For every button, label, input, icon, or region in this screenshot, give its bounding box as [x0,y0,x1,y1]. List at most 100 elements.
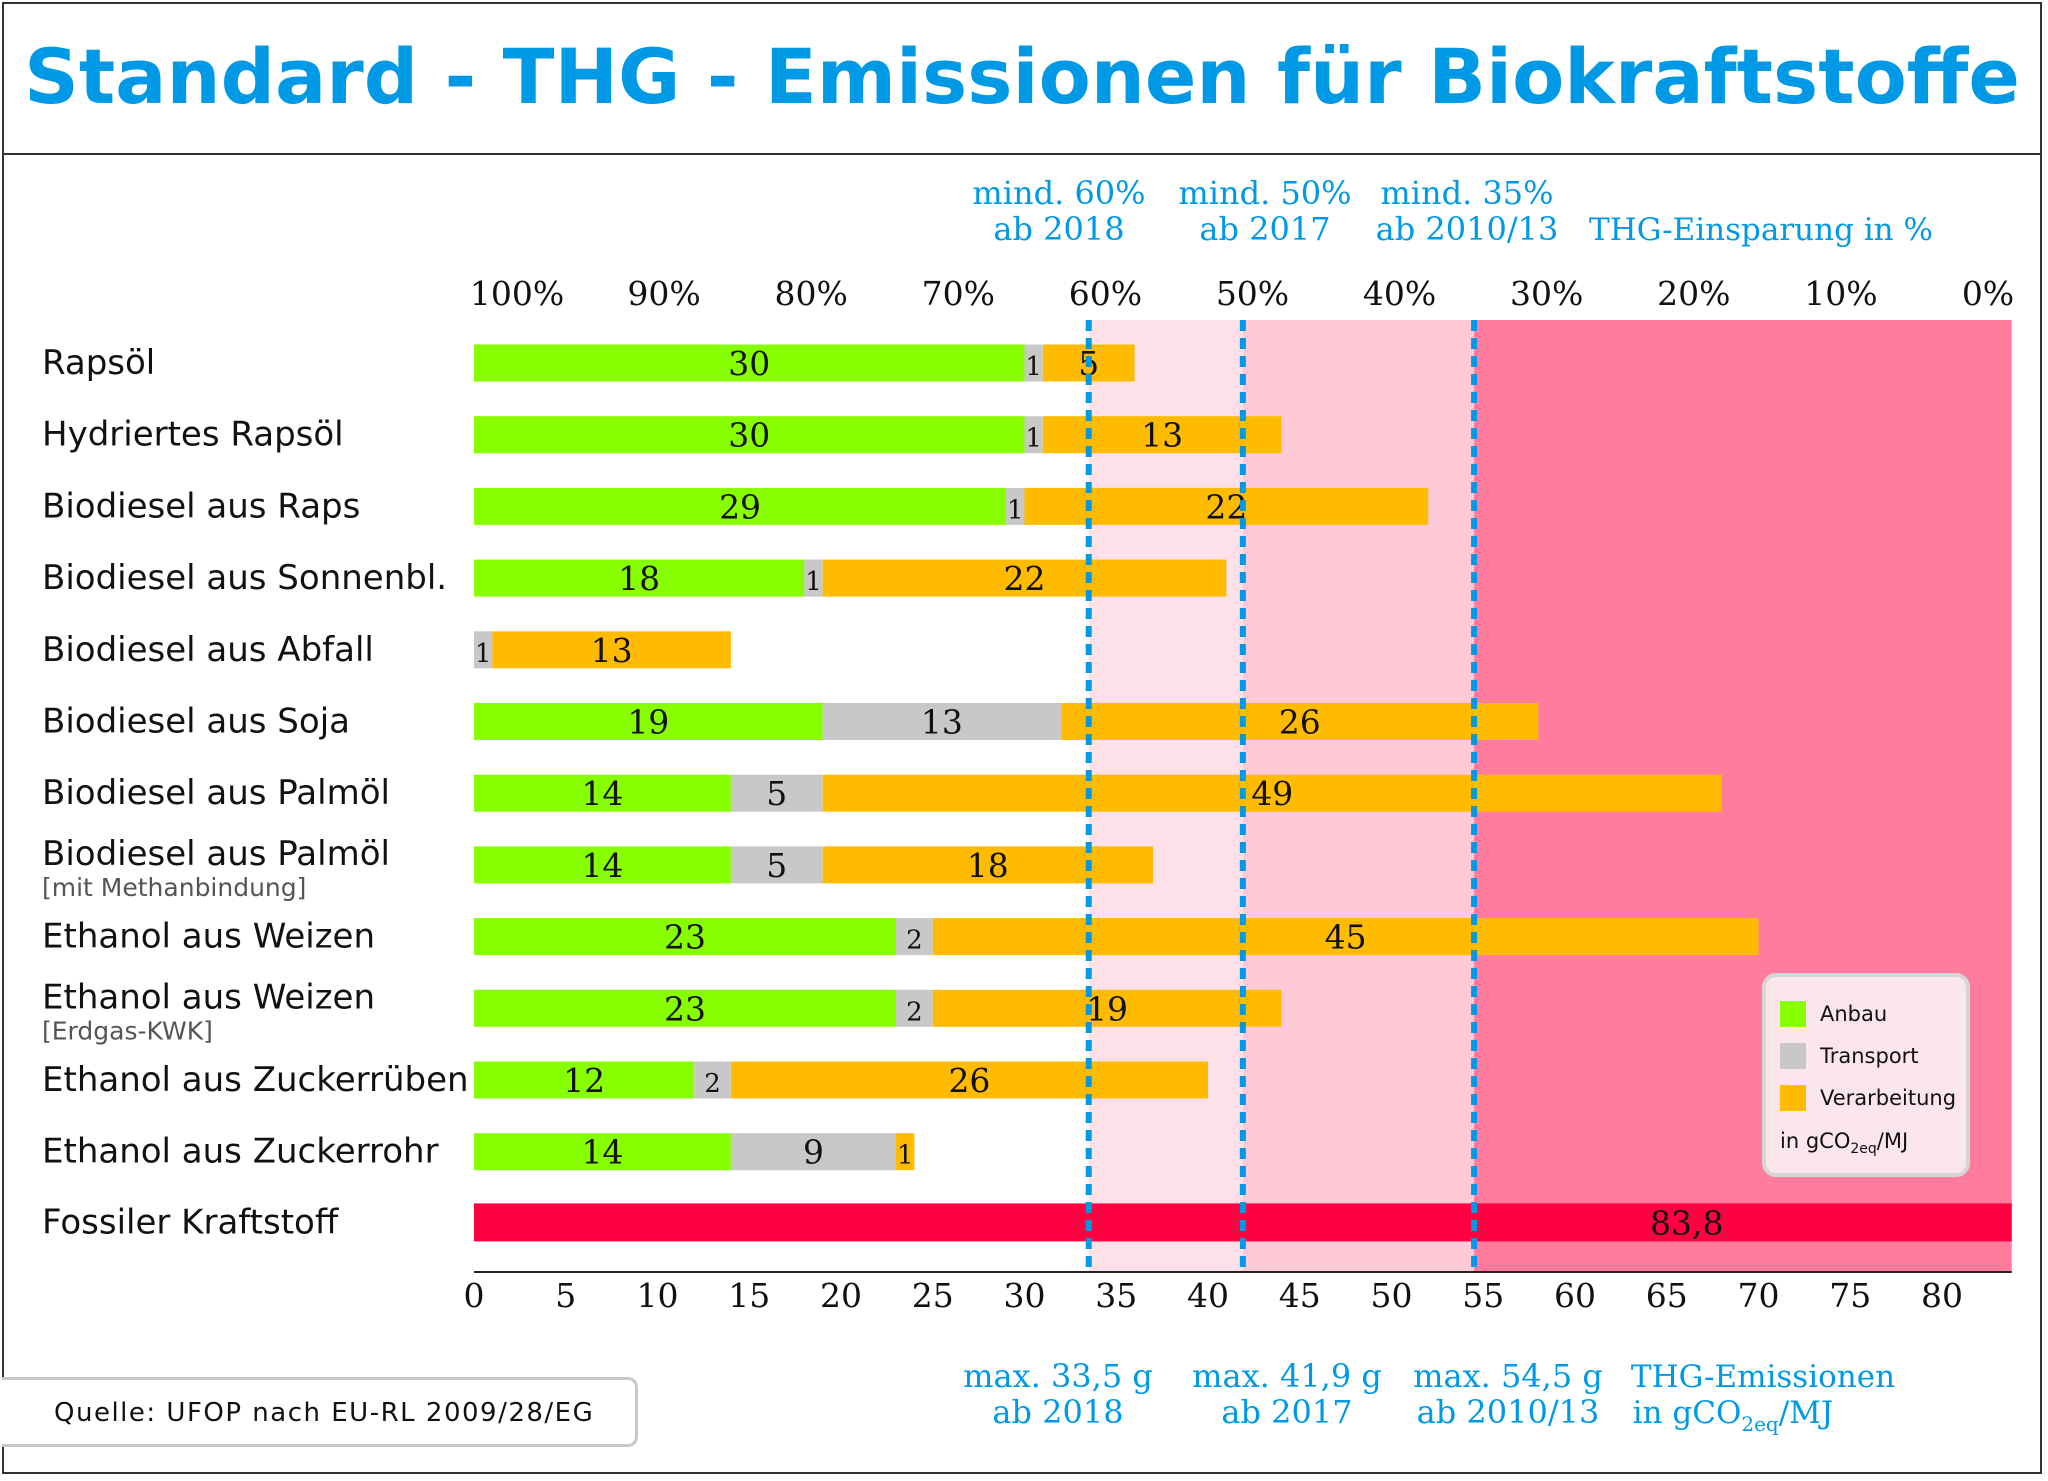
top-axis-title: THG-Einsparung in % [1589,212,1933,248]
data-label: 2 [906,926,923,956]
threshold-top-label: ab 2017 [1199,210,1330,248]
threshold-top-label: ab 2010/13 [1376,210,1559,248]
category-label: Ethanol aus Weizen [42,977,375,1017]
data-label: 1 [1025,352,1042,382]
data-label: 30 [728,344,770,383]
x-tick-label: 75 [1829,1276,1871,1315]
bar-segment-verarbeitung [932,918,1759,956]
top-tick-label: 60% [1069,274,1142,313]
x-tick-label: 55 [1462,1276,1504,1315]
x-axis-title-unit: in gCO2eq/MJ [1633,1395,1834,1436]
threshold-top-label: mind. 60% [972,174,1145,212]
legend-swatch-verarbeitung [1780,1085,1806,1111]
bar-segment-verarbeitung [1061,703,1539,740]
unit-sub: 2eq [1741,1412,1779,1436]
data-label: 29 [719,487,761,526]
data-label: 30 [728,416,770,455]
top-tick-label: 40% [1363,274,1436,313]
data-label: 1 [1025,424,1042,454]
data-label: 45 [1325,918,1367,957]
bar-segment-anbau [474,1133,731,1171]
data-label: 26 [948,1061,990,1100]
data-label: 22 [1004,559,1046,598]
data-label: 1 [1007,495,1024,525]
bar-segment-transport [1006,487,1025,525]
x-tick-label: 65 [1646,1276,1688,1315]
x-tick-label: 25 [912,1276,954,1315]
bar-segment-anbau [474,918,897,956]
x-tick-label: 60 [1554,1276,1596,1315]
data-label: 2 [906,997,923,1027]
top-tick-label: 70% [922,274,995,313]
x-tick-label: 10 [637,1276,679,1315]
bar-segment-verarbeitung [822,846,1153,884]
category-sublabel: [Erdgas-KWK] [42,1016,213,1045]
data-label: 5 [766,846,787,885]
x-tick-label: 50 [1371,1276,1413,1315]
data-label: 13 [591,631,633,670]
page-title: Standard - THG - Emissionen für Biokraft… [24,32,2020,121]
data-label: 14 [581,774,623,813]
legend-label-anbau: Anbau [1820,1002,1888,1026]
top-tick-label: 0% [1962,274,2014,313]
data-label: 1 [475,639,492,669]
data-label: 18 [967,846,1009,885]
data-label: 9 [803,1133,824,1172]
data-label: 14 [581,846,623,885]
x-tick-label: 35 [1095,1276,1137,1315]
top-tick-label: 80% [775,274,848,313]
category-label: Biodiesel aus Palmöl [42,834,390,874]
bar-segment-verarbeitung [1024,487,1429,525]
x-tick-label: 45 [1279,1276,1321,1315]
data-label: 26 [1279,703,1321,742]
bar-segment-verarbeitung [822,774,1722,812]
legend-swatch-transport [1780,1043,1806,1069]
data-label: 14 [581,1133,623,1172]
bar-segment-anbau [474,416,1025,454]
category-label: Biodiesel aus Soja [42,702,350,742]
category-label: Biodiesel aus Raps [42,486,360,526]
threshold-bottom-label: ab 2018 [992,1393,1123,1431]
x-axis-title: THG-Emissionen [1631,1359,1895,1395]
data-label: 5 [766,774,787,813]
x-tick-label: 15 [728,1276,770,1315]
category-label: Biodiesel aus Palmöl [42,773,390,813]
bar-segment-transport [1024,416,1043,454]
category-label: Hydriertes Rapsöl [42,415,344,455]
bar-segment-anbau [474,559,805,597]
data-label: 19 [627,703,669,742]
source-box: Quelle: UFOP nach EU-RL 2009/28/EG [2,1377,638,1447]
unit-main: in gCO [1633,1395,1742,1431]
bar-segment-verarbeitung [822,559,1227,597]
threshold-top-label: ab 2018 [993,210,1124,248]
bar-segment-transport [474,631,493,669]
top-tick-label: 20% [1657,274,1730,313]
threshold-bottom-label: max. 33,5 g [963,1357,1153,1395]
bar-segment-transport [1024,344,1043,382]
threshold-top-label: mind. 50% [1178,174,1351,212]
legend-label-transport: Transport [1820,1044,1919,1068]
title-band: Standard - THG - Emissionen für Biokraft… [2,2,2042,155]
fossil-value-label: 83,8 [1650,1203,1723,1242]
legend-unit-sub: 2eq [1850,1141,1877,1158]
bar-segment-transport [730,1133,897,1171]
category-sublabel: [mit Methanbindung] [42,873,306,902]
bar-segment-transport [896,918,933,956]
bar-segment-anbau [474,989,897,1027]
bar-segment-transport [804,559,823,597]
data-label: 49 [1251,774,1293,813]
unit-tail: /MJ [1779,1395,1834,1431]
category-label: Biodiesel aus Sonnenbl. [42,558,447,598]
legend-unit-main: in gCO [1780,1129,1851,1153]
data-label: 23 [664,918,706,957]
legend-unit-tail: /MJ [1876,1129,1909,1153]
legend-swatch-anbau [1780,1001,1806,1027]
data-label: 13 [921,703,963,742]
bar-segment-anbau [474,487,1007,525]
bar-segment-verarbeitung [730,1061,1208,1099]
data-label: 23 [664,989,706,1028]
x-tick-label: 20 [820,1276,862,1315]
top-tick-label: 30% [1510,274,1583,313]
bar-segment-verarbeitung [896,1133,915,1171]
